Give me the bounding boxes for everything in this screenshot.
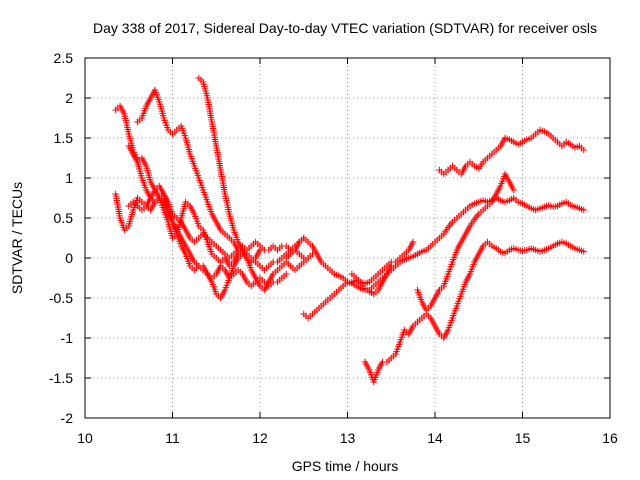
y-tick-label: -0.5 [49,290,73,306]
data-point [283,270,290,278]
y-tick-label: 1.5 [54,130,74,146]
series-trace-d [125,194,316,294]
series-trace-l [348,238,417,287]
series-trace-e [134,86,242,254]
plot-frame [84,57,611,419]
series-trace-i [361,238,587,386]
data-point [580,146,587,154]
data-point [580,206,587,214]
y-tick-label: 0 [65,250,73,266]
x-tick-label: 16 [602,430,618,446]
x-tick-label: 13 [340,430,356,446]
x-tick-label: 10 [77,430,93,446]
y-tick-label: -1 [61,330,74,346]
x-tick-label: 12 [252,430,268,446]
x-tick-label: 11 [165,430,180,446]
y-axis-label: SDTVAR / TECUs [9,182,25,294]
series-trace-h [300,262,395,322]
y-tick-label: -2 [61,410,74,426]
data-point [409,238,417,246]
series-trace-j [414,170,517,314]
axis-ticks: 10 11 12 13 14 15 16 -2 -1.5 -1 -0.5 0 0.5 1 1.5 2 2.5 [49,50,618,446]
chart-title: Day 338 of 2017, Sidereal Day-to-day VTE… [93,20,597,36]
y-tick-label: 2.5 [54,50,74,66]
x-tick-label: 14 [427,430,443,446]
series-trace-k [436,126,587,178]
y-tick-label: -1.5 [49,370,73,386]
data-point [510,186,517,194]
x-tick-label: 15 [515,430,531,446]
x-axis-label: GPS time / hours [292,458,399,474]
y-tick-label: 1 [65,170,73,186]
data-marks [112,74,587,386]
grid-lines [85,58,610,418]
data-point [580,248,587,255]
data-point [256,246,264,254]
y-tick-label: 2 [65,90,73,106]
y-tick-label: 0.5 [54,210,74,226]
